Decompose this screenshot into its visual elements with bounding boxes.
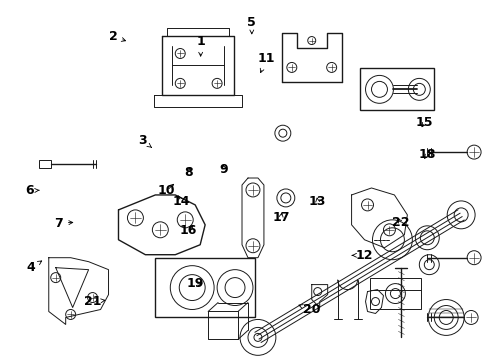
Text: 17: 17 bbox=[272, 211, 289, 224]
Bar bbox=[369, 278, 421, 310]
Text: 20: 20 bbox=[298, 303, 320, 316]
Text: 3: 3 bbox=[138, 134, 151, 148]
Text: 21: 21 bbox=[83, 296, 104, 309]
Bar bbox=[155, 258, 254, 318]
Text: 16: 16 bbox=[180, 224, 197, 237]
Text: 8: 8 bbox=[184, 166, 192, 179]
Text: 5: 5 bbox=[247, 17, 256, 34]
Text: 6: 6 bbox=[25, 184, 39, 197]
Text: 14: 14 bbox=[172, 195, 189, 208]
Text: 1: 1 bbox=[196, 35, 204, 56]
Text: 11: 11 bbox=[257, 52, 275, 73]
Text: 22: 22 bbox=[391, 216, 408, 229]
Bar bbox=[359, 68, 433, 110]
Text: 19: 19 bbox=[186, 278, 203, 291]
Text: 4: 4 bbox=[27, 261, 41, 274]
Text: 15: 15 bbox=[415, 116, 432, 129]
Text: 2: 2 bbox=[108, 30, 125, 43]
Text: 13: 13 bbox=[308, 195, 325, 208]
Text: 7: 7 bbox=[54, 216, 73, 230]
Text: 18: 18 bbox=[418, 148, 435, 161]
Text: 12: 12 bbox=[351, 249, 372, 262]
Bar bbox=[39, 160, 51, 168]
Text: 10: 10 bbox=[158, 184, 175, 197]
Text: 9: 9 bbox=[219, 163, 228, 176]
